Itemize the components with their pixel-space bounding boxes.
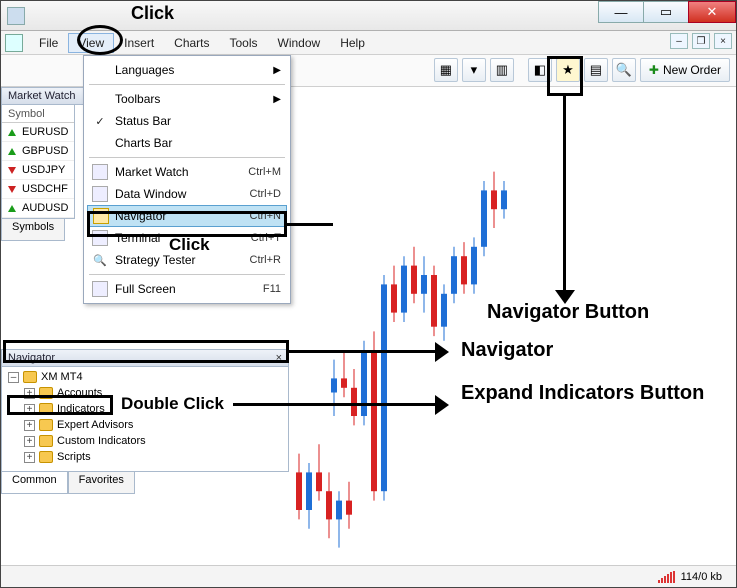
close-button[interactable]: ✕: [688, 1, 736, 23]
check-icon: ✓: [91, 112, 109, 130]
status-bar: 114/0 kb: [1, 565, 736, 587]
tool-tester[interactable]: 🔍: [612, 58, 636, 82]
nav-tab-common[interactable]: Common: [1, 472, 68, 494]
folder-icon: [39, 419, 53, 431]
status-rate: 114/0 kb: [681, 571, 722, 583]
mw-row[interactable]: USDCHF: [2, 180, 74, 199]
symbol-label: EURUSD: [22, 126, 68, 138]
vm-market-watch[interactable]: Market WatchCtrl+M: [87, 161, 287, 183]
menu-charts[interactable]: Charts: [164, 33, 219, 53]
anno-box-nav-header: [3, 340, 289, 363]
app-small-icon: [5, 34, 23, 52]
nav-tab-favorites[interactable]: Favorites: [68, 472, 135, 494]
symbol-label: USDJPY: [22, 164, 65, 176]
anno-box-nav-button: [547, 56, 583, 96]
candlestick-chart: [289, 87, 736, 565]
anno-click2: Click: [169, 235, 210, 255]
tree-item[interactable]: + Custom Indicators: [4, 433, 288, 449]
anno-box-indicators: [7, 395, 113, 415]
mw-row[interactable]: USDJPY: [2, 161, 74, 180]
connection-bars-icon: [658, 571, 675, 583]
market-watch-panel: Symbol EURUSD GBPUSD USDJPY USDCHF AUDUSD: [1, 105, 75, 219]
submenu-arrow-icon: ▶: [273, 94, 281, 105]
mdi-minimize[interactable]: –: [670, 33, 688, 49]
vm-status-bar[interactable]: ✓Status Bar: [87, 110, 287, 132]
submenu-arrow-icon: ▶: [273, 65, 281, 76]
tree-item-label: Scripts: [57, 451, 91, 463]
strategy-tester-icon: 🔍: [91, 251, 109, 269]
tool-profiles[interactable]: ▥: [490, 58, 514, 82]
anno-line-expand: [233, 403, 439, 406]
tool-dropdown-icon[interactable]: ▾: [462, 58, 486, 82]
symbol-label: AUDUSD: [22, 202, 68, 214]
anno-line-nav: [289, 350, 439, 353]
direction-icon: [8, 205, 16, 212]
mw-row[interactable]: EURUSD: [2, 123, 74, 142]
mdi-restore[interactable]: ❐: [692, 33, 710, 49]
anno-arrow-nav-button: [563, 96, 566, 296]
tree-item-label: Custom Indicators: [57, 435, 146, 447]
anno-line1: [287, 223, 333, 226]
anno-circle-view: [77, 25, 123, 55]
app-icon: [7, 7, 25, 25]
anno-expand: Expand Indicators Button: [461, 381, 704, 405]
symbol-label: USDCHF: [22, 183, 68, 195]
tree-item[interactable]: + Expert Advisors: [4, 417, 288, 433]
expand-icon[interactable]: +: [24, 420, 35, 431]
new-order-button[interactable]: ✚ New Order: [640, 58, 730, 82]
tool-add-chart[interactable]: ▦: [434, 58, 458, 82]
folder-icon: [39, 451, 53, 463]
mw-row[interactable]: GBPUSD: [2, 142, 74, 161]
menu-file[interactable]: File: [29, 33, 68, 53]
mw-row[interactable]: AUDUSD: [2, 199, 74, 218]
vm-languages[interactable]: Languages▶: [87, 59, 287, 81]
tool-terminal[interactable]: ▤: [584, 58, 608, 82]
symbol-label: GBPUSD: [22, 145, 68, 157]
new-order-label: New Order: [663, 63, 721, 77]
maximize-button[interactable]: ▭: [643, 1, 689, 23]
anno-click1: Click: [131, 3, 174, 24]
anno-arrowhead-icon: [435, 395, 449, 415]
mw-tab-symbols[interactable]: Symbols: [1, 219, 65, 241]
tree-item-label: Expert Advisors: [57, 419, 133, 431]
data-window-icon: [91, 185, 109, 203]
vm-data-window[interactable]: Data WindowCtrl+D: [87, 183, 287, 205]
anno-box-navigator-item: [87, 211, 287, 237]
anno-double-click: Double Click: [121, 394, 224, 414]
tree-root[interactable]: – XM MT4: [4, 369, 288, 385]
expand-icon[interactable]: +: [24, 452, 35, 463]
vm-charts-bar[interactable]: Charts Bar: [87, 132, 287, 154]
view-dropdown: Languages▶ Toolbars▶ ✓Status Bar Charts …: [83, 55, 291, 304]
direction-icon: [8, 129, 16, 136]
folder-icon: [23, 371, 37, 383]
navigator-tree: – XM MT4 +Accounts+Indicators+Expert Adv…: [1, 367, 289, 472]
anno-navigator: Navigator: [461, 339, 553, 362]
anno-arrowhead-icon: [435, 342, 449, 362]
tree-item[interactable]: + Scripts: [4, 449, 288, 465]
menu-window[interactable]: Window: [268, 33, 331, 53]
menu-help[interactable]: Help: [330, 33, 375, 53]
direction-icon: [8, 148, 16, 155]
new-order-icon: ✚: [649, 63, 659, 77]
menu-tools[interactable]: Tools: [220, 33, 268, 53]
anno-nav-button: Navigator Button: [487, 301, 649, 324]
expand-icon[interactable]: –: [8, 372, 19, 383]
vm-full-screen[interactable]: Full ScreenF11: [87, 278, 287, 300]
minimize-button[interactable]: —: [598, 1, 644, 23]
expand-icon[interactable]: +: [24, 436, 35, 447]
full-screen-icon: [91, 280, 109, 298]
chart-area[interactable]: [289, 87, 736, 565]
vm-toolbars[interactable]: Toolbars▶: [87, 88, 287, 110]
direction-icon: [8, 186, 16, 193]
direction-icon: [8, 167, 16, 174]
folder-icon: [39, 435, 53, 447]
mw-col-symbol[interactable]: Symbol: [2, 105, 74, 123]
tree-root-label: XM MT4: [41, 371, 83, 383]
market-watch-title: Market Watch: [8, 90, 75, 102]
market-watch-icon: [91, 163, 109, 181]
mdi-close[interactable]: ×: [714, 33, 732, 49]
